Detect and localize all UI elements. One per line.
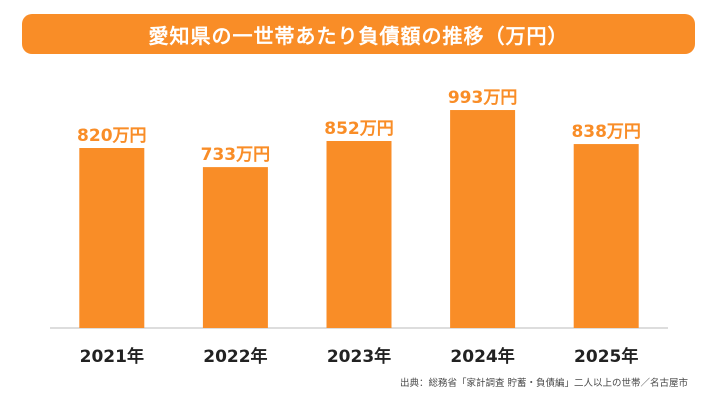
data-label: 733万円 [201,145,271,165]
chart-title: 愛知県の一世帯あたり負債額の推移（万円） [148,23,569,48]
bar-2022年 [202,167,268,328]
x-tick-label: 2022年 [203,346,267,367]
data-label: 852万円 [324,119,394,139]
bar-2021年 [79,148,145,328]
data-label: 820万円 [77,126,147,146]
data-label: 838万円 [571,122,641,142]
x-tick-label: 2024年 [450,346,514,367]
chart-title-banner: 愛知県の一世帯あたり負債額の推移（万円） [22,14,695,54]
data-label: 993万円 [448,88,518,108]
bar-2025年 [573,144,639,328]
x-tick-label: 2025年 [574,346,638,367]
bar-2024年 [450,110,516,328]
x-tick-label: 2021年 [80,346,144,367]
bar-2023年 [326,140,392,328]
x-tick-label: 2023年 [327,346,391,367]
source-note: 出典：総務省「家計調査 貯蓄・負債編」二人以上の世帯／名古屋市 [399,378,688,389]
